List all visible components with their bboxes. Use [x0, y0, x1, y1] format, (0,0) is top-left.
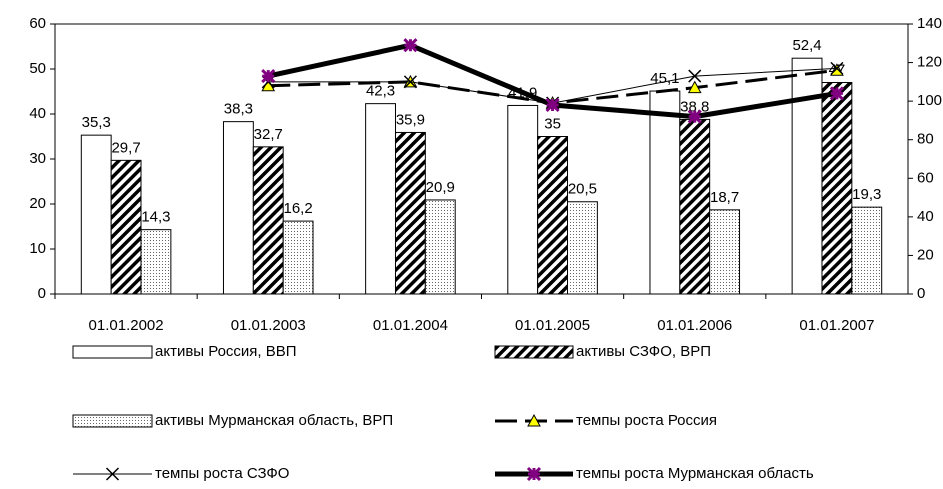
marker: [830, 63, 844, 76]
data-label: 29,7: [111, 139, 140, 156]
data-label: 35: [544, 115, 561, 132]
data-label: 32,7: [254, 126, 283, 143]
x-tick-label: 01.01.2006: [657, 317, 732, 334]
bar: [679, 118, 711, 295]
x-tick-label: 01.01.2005: [515, 317, 590, 334]
y-tick-label: 30: [29, 150, 46, 167]
data-label: 45,1: [650, 70, 679, 87]
legend-swatch: [494, 345, 574, 359]
marker: [829, 86, 844, 101]
y-tick-label: 50: [29, 60, 46, 77]
data-label: 18,7: [710, 189, 739, 206]
data-label: 19,3: [852, 186, 881, 203]
legend-label: активы Россия, ВВП: [155, 343, 297, 360]
bar: [80, 134, 112, 295]
data-label: 35,9: [396, 111, 425, 128]
legend-label: темпы роста Россия: [576, 412, 717, 429]
bar: [791, 57, 823, 295]
data-label: 38,3: [224, 101, 253, 118]
bar: [709, 209, 741, 295]
y2-tick-label: 60: [917, 169, 934, 186]
bar: [821, 82, 853, 295]
legend-label: темпы роста СЗФО: [155, 465, 289, 482]
bar: [567, 201, 598, 295]
y-tick-label: 10: [29, 240, 46, 257]
marker: [105, 467, 120, 481]
y-tick-label: 40: [29, 105, 46, 122]
data-label: 14,3: [141, 209, 170, 226]
legend-label: темпы роста Мурманская область: [576, 465, 814, 482]
marker: [687, 109, 702, 124]
bar: [394, 131, 426, 295]
data-label: 52,4: [792, 37, 821, 54]
y-tick-label: 20: [29, 195, 46, 212]
data-label: 20,9: [426, 179, 455, 196]
marker: [261, 69, 276, 84]
bar: [222, 121, 254, 295]
bar: [507, 104, 539, 295]
y-tick-label: 60: [29, 15, 46, 32]
y2-tick-label: 0: [917, 285, 925, 302]
marker: [688, 69, 702, 83]
legend-swatch: [72, 414, 153, 428]
data-label: 16,2: [284, 200, 313, 217]
y2-tick-label: 80: [917, 131, 934, 148]
y2-tick-label: 120: [917, 54, 942, 71]
bar: [110, 159, 142, 295]
y2-tick-label: 20: [917, 246, 934, 263]
bar: [537, 136, 569, 295]
y-tick-label: 0: [38, 285, 46, 302]
marker: [403, 75, 417, 89]
data-label: 35,3: [82, 114, 111, 131]
bar: [140, 229, 172, 295]
x-tick-label: 01.01.2003: [231, 317, 306, 334]
legend-label: активы Мурманская область, ВРП: [155, 412, 393, 429]
marker: [545, 97, 560, 113]
data-label: 20,5: [568, 181, 597, 198]
legend-swatch: [72, 345, 153, 359]
x-tick-label: 01.01.2007: [799, 317, 874, 334]
x-tick-label: 01.01.2002: [89, 317, 164, 334]
marker: [403, 38, 418, 53]
marker: [526, 466, 542, 482]
marker: [527, 413, 541, 427]
x-tick-label: 01.01.2004: [373, 317, 448, 334]
y2-tick-label: 100: [917, 92, 942, 109]
data-label: 38,8: [680, 98, 709, 115]
y2-tick-label: 40: [917, 208, 934, 225]
marker: [830, 61, 844, 75]
bar: [851, 206, 883, 295]
legend-label: активы СЗФО, ВРП: [576, 343, 711, 360]
plot-area: [54, 23, 909, 295]
bar: [365, 103, 396, 295]
bar: [252, 146, 284, 295]
bar: [424, 199, 456, 295]
bar: [282, 220, 314, 295]
marker: [687, 80, 702, 94]
bar: [649, 90, 681, 295]
data-label: 42,3: [366, 83, 395, 100]
y2-tick-label: 140: [917, 15, 942, 32]
